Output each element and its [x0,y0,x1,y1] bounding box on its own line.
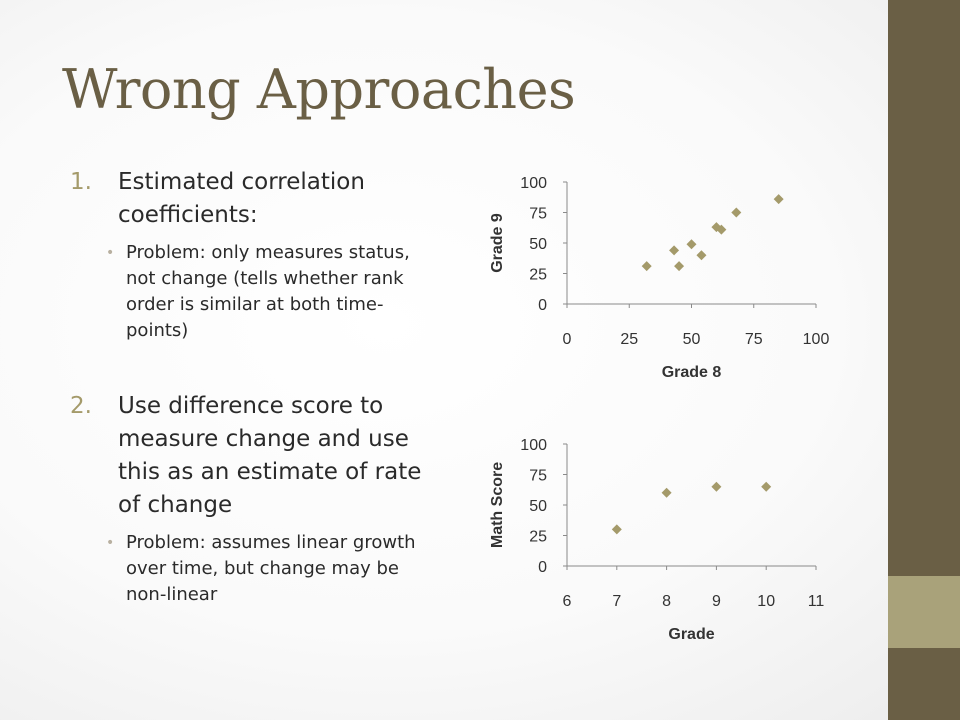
slide-body: 1. Estimated correlation coefficients: •… [70,166,430,608]
x-tick-label: 10 [757,593,775,610]
y-tick-label: 50 [529,236,547,253]
data-point [711,222,722,233]
data-point [731,207,742,218]
x-tick-label: 11 [808,593,825,610]
list-item-2: 2. Use difference score to measure chang… [70,390,430,522]
list-number: 1. [70,169,92,195]
decorative-side-bar-bottom [888,648,960,720]
data-point [641,261,652,272]
list-item-text: Estimated correlation coefficients: [118,169,365,228]
y-tick-label: 25 [529,529,547,546]
sub-bullet-text: Problem: assumes linear growth over time… [126,532,416,605]
data-point [661,487,672,498]
data-point [696,250,707,261]
y-tick-label: 100 [520,437,547,454]
list-item-text: Use difference score to measure change a… [118,393,422,518]
sub-bullet-1: • Problem: only measures status, not cha… [70,240,430,344]
x-tick-label: 9 [712,593,721,610]
data-point [674,261,685,272]
x-tick-label: 8 [662,593,671,610]
sub-bullet-text: Problem: only measures status, not chang… [126,242,410,341]
slide-title: Wrong Approaches [62,58,576,121]
y-tick-label: 50 [529,498,547,515]
data-point [773,194,784,205]
data-point [761,481,772,492]
bullet-icon: • [106,535,115,551]
x-tick-label: 6 [563,593,572,610]
data-point [711,481,722,492]
data-point [716,224,727,235]
x-tick-label: 0 [563,331,572,348]
bullet-icon: • [106,245,115,261]
decorative-side-bar-accent [888,576,960,648]
x-axis-label: Grade 8 [662,364,722,381]
scatter-chart-grade8-grade9: 0 25 50 75 100 0 25 50 75 100 Grade 8 Grade 9 [489,175,830,381]
decorative-side-bar-top [888,0,960,576]
scatter-chart-grade-mathscore: 0 25 50 75 100 6 7 8 9 10 11 Grade Math Score [489,437,825,643]
list-item-1: 1. Estimated correlation coefficients: [70,166,430,232]
y-axis-label: Grade 9 [489,213,506,273]
x-tick-label: 75 [745,331,763,348]
y-tick-label: 100 [520,175,547,192]
data-point [611,524,622,535]
x-tick-label: 7 [612,593,621,610]
x-tick-label: 25 [620,331,638,348]
y-tick-label: 75 [529,468,547,485]
sub-bullet-2: • Problem: assumes linear growth over ti… [70,530,430,608]
data-point [669,245,680,256]
y-tick-label: 25 [529,267,547,284]
y-tick-label: 75 [529,206,547,223]
y-tick-label: 0 [538,559,547,576]
y-tick-label: 0 [538,297,547,314]
x-axis-label: Grade [668,626,714,643]
x-tick-label: 100 [803,331,830,348]
x-tick-label: 50 [683,331,701,348]
y-axis-label: Math Score [489,462,506,548]
data-point [686,239,697,250]
list-number: 2. [70,393,92,419]
